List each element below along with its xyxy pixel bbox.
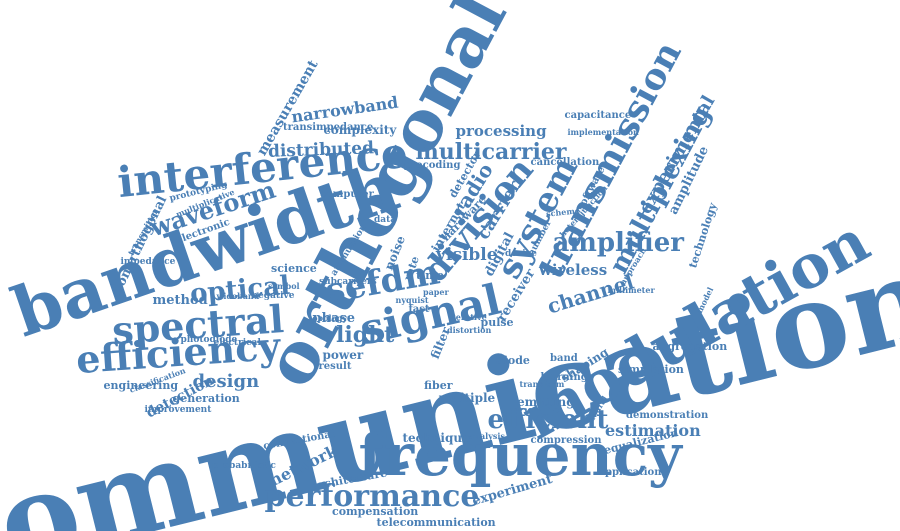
cloud-word-complexity: complexity <box>323 123 397 137</box>
cloud-word-transform: transform <box>519 379 565 389</box>
cloud-word-compression: compression <box>530 435 602 446</box>
cloud-word-method: method <box>152 292 208 308</box>
cloud-word-subcarriers: subcarriers <box>319 276 377 287</box>
cloud-word-fiber: fiber <box>424 378 453 392</box>
cloud-word-iterative: iterative <box>449 312 487 322</box>
cloud-word-frequency: frequency <box>358 421 682 489</box>
cloud-word-topology: topology <box>308 313 348 323</box>
cloud-word-engineering: engineering <box>103 378 179 392</box>
cloud-word-time: time <box>416 268 444 282</box>
cloud-word-compensation: compensation <box>332 504 419 518</box>
cloud-word-data: data <box>374 214 397 225</box>
cloud-word-efficient: efficient <box>487 405 609 435</box>
cloud-word-fast: fast <box>408 304 430 315</box>
cloud-word-paper: paper <box>423 287 449 297</box>
cloud-word-precoding: precoding <box>404 160 461 171</box>
cloud-word-implementation: implementation <box>567 127 639 137</box>
cloud-word-improvement: improvement <box>144 404 212 415</box>
cloud-word-impedance: impedance <box>120 256 176 267</box>
cloud-word-demonstration: demonstration <box>626 410 709 421</box>
cloud-word-computer: computer <box>320 189 374 200</box>
cloud-word-distributed: distributed <box>267 137 375 162</box>
cloud-word-pulse: pulse <box>480 315 514 329</box>
cloud-word-electrical: electrical <box>213 337 261 348</box>
cloud-word-nyquist: nyquist <box>395 295 429 305</box>
cloud-word-wireless: wireless <box>539 260 608 279</box>
cloud-word-visible: visible <box>436 244 498 265</box>
cloud-word-estimation: estimation <box>605 421 701 440</box>
cloud-word-transimpedance: transimpedance <box>283 122 374 133</box>
cloud-word-band: band <box>550 353 578 364</box>
cloud-word-generation: generation <box>172 391 240 405</box>
cloud-word-design: design <box>192 371 260 392</box>
cloud-word-light: light <box>336 322 395 348</box>
cloud-word-result: result <box>318 361 352 372</box>
cloud-word-capacitance: capacitance <box>564 110 632 121</box>
cloud-word-science: science <box>271 261 317 275</box>
cloud-word-power: power <box>322 348 364 362</box>
cloud-word-performance: performance <box>264 479 480 514</box>
cloud-word-aggregation: aggregation <box>652 339 728 353</box>
cloud-word-multicarrier: multicarrier <box>415 139 567 165</box>
cloud-word-phase: phase <box>312 310 356 326</box>
cloud-word-technology: technology <box>686 200 720 270</box>
cloud-word-probabilistic: probabilistic <box>212 460 276 471</box>
cloud-word-simulation: simulation <box>618 362 684 376</box>
cloud-word-multiple: multiple <box>438 391 496 405</box>
cloud-word-application: application <box>598 467 662 478</box>
cloud-word-distortion: distortion <box>447 325 492 335</box>
cloud-word-wideband: wideband <box>216 291 260 301</box>
cloud-word-amplifier: amplifier <box>552 228 684 258</box>
cloud-word-technique: technique <box>402 431 470 445</box>
cloud-word-emitting: emitting <box>517 395 575 409</box>
cloud-word-diode: diode <box>496 353 530 367</box>
cloud-word-negative: negative <box>251 290 295 301</box>
cloud-word-learning: learning <box>540 372 588 383</box>
cloud-word-analysis: analysis <box>469 431 505 441</box>
cloud-word-device: device <box>505 248 537 259</box>
cloud-word-symbol: symbol <box>268 281 300 291</box>
cloud-word-telecommunication: telecommunication <box>376 515 496 529</box>
cloud-word-photodiode: photodiode <box>180 334 238 345</box>
cloud-word-millimeter: millimeter <box>607 285 655 295</box>
cloud-word-processing: processing <box>455 121 547 140</box>
cloud-word-cancellation: cancellation <box>530 157 600 168</box>
